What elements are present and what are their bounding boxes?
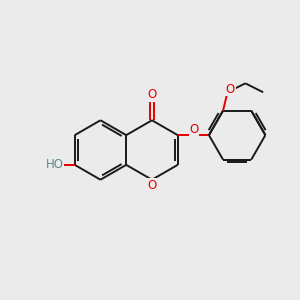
Text: O: O — [147, 88, 157, 101]
Text: O: O — [226, 83, 235, 96]
Text: HO: HO — [46, 158, 64, 171]
Text: O: O — [147, 178, 157, 192]
Text: O: O — [189, 123, 199, 136]
